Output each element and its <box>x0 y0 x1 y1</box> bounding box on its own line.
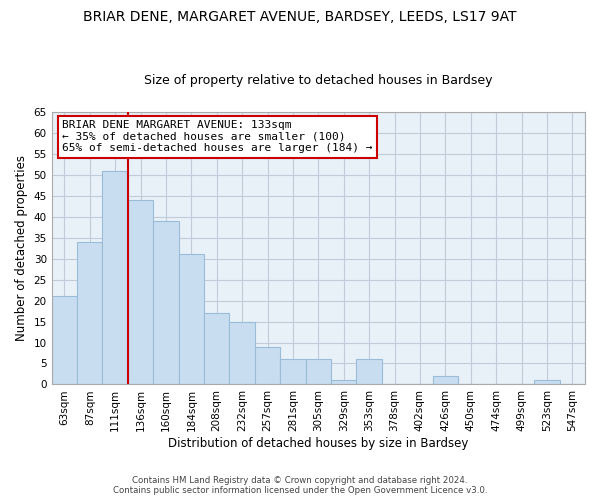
Bar <box>305 360 331 384</box>
Bar <box>153 221 179 384</box>
Bar <box>103 170 128 384</box>
Text: BRIAR DENE MARGARET AVENUE: 133sqm
← 35% of detached houses are smaller (100)
65: BRIAR DENE MARGARET AVENUE: 133sqm ← 35%… <box>62 120 373 153</box>
X-axis label: Distribution of detached houses by size in Bardsey: Distribution of detached houses by size … <box>168 437 469 450</box>
Bar <box>356 360 382 384</box>
Text: BRIAR DENE, MARGARET AVENUE, BARDSEY, LEEDS, LS17 9AT: BRIAR DENE, MARGARET AVENUE, BARDSEY, LE… <box>83 10 517 24</box>
Bar <box>280 360 305 384</box>
Bar <box>229 322 255 384</box>
Bar <box>52 296 77 384</box>
Y-axis label: Number of detached properties: Number of detached properties <box>15 155 28 341</box>
Text: Contains HM Land Registry data © Crown copyright and database right 2024.
Contai: Contains HM Land Registry data © Crown c… <box>113 476 487 495</box>
Bar <box>433 376 458 384</box>
Title: Size of property relative to detached houses in Bardsey: Size of property relative to detached ho… <box>144 74 493 87</box>
Bar <box>179 254 204 384</box>
Bar <box>255 346 280 385</box>
Bar <box>204 313 229 384</box>
Bar <box>128 200 153 384</box>
Bar <box>331 380 356 384</box>
Bar <box>77 242 103 384</box>
Bar <box>534 380 560 384</box>
